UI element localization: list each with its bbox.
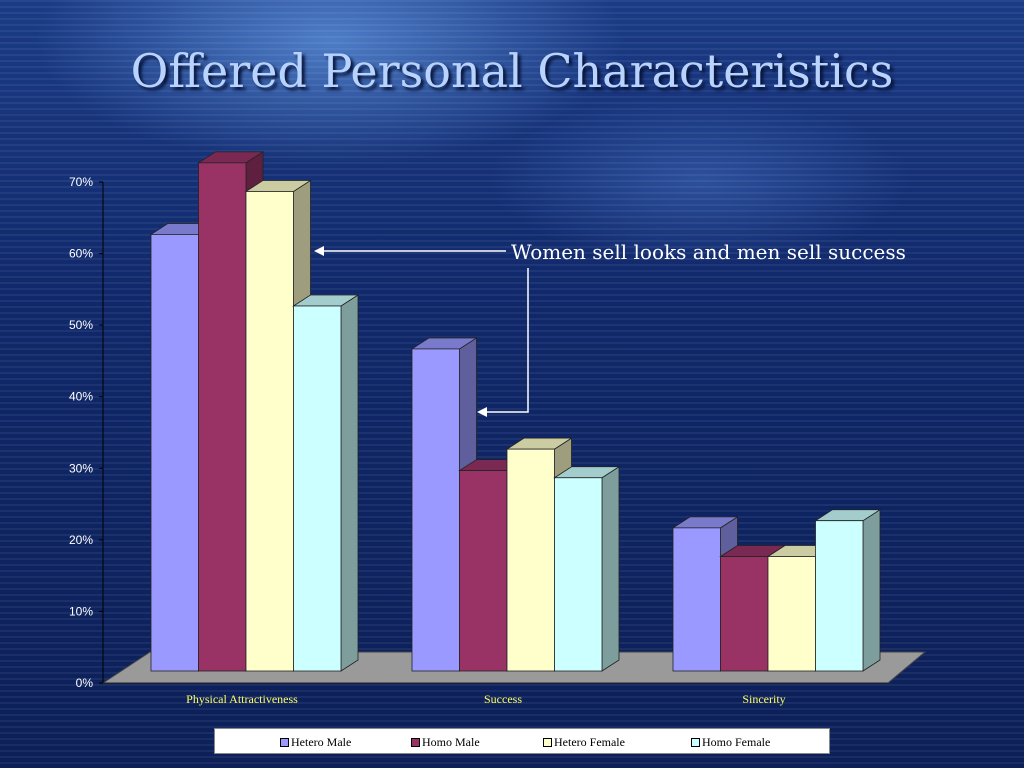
bar-front <box>411 348 460 672</box>
bars <box>149 151 882 672</box>
legend-swatch <box>280 738 289 747</box>
y-tick-label: 10% <box>69 604 93 618</box>
legend-swatch <box>543 738 552 747</box>
annotation-text: Women sell looks and men sell success <box>511 240 906 264</box>
legend-item: Hetero Male <box>280 735 351 750</box>
bar-side <box>862 508 881 672</box>
bar-side <box>601 466 620 672</box>
bar-front <box>767 556 816 672</box>
legend-item: Homo Female <box>691 735 770 750</box>
x-tick-label: Sincerity <box>742 692 785 706</box>
bar-front <box>198 162 247 672</box>
slide-title: Offered Personal Characteristics <box>130 44 894 98</box>
y-tick-label: 20% <box>69 533 93 547</box>
y-axis: 0% 10% 20% 30% 40% 50% 60% 70% <box>69 175 888 690</box>
y-tick-label: 70% <box>69 175 93 189</box>
y-tick-label: 40% <box>69 390 93 404</box>
legend: Hetero Male Homo Male Hetero Female Homo Fe… <box>214 728 830 754</box>
bar-front <box>245 191 294 672</box>
y-tick-label: 60% <box>69 247 93 261</box>
bar <box>814 508 882 672</box>
bar-front <box>815 520 864 672</box>
y-tick-label: 50% <box>69 318 93 332</box>
bar-front <box>459 470 508 672</box>
legend-label: Homo Female <box>702 735 771 749</box>
y-tick-label: 30% <box>69 461 93 475</box>
legend-item: Hetero Female <box>543 735 625 750</box>
bar-front <box>506 448 555 672</box>
legend-label: Homo Male <box>422 735 480 749</box>
annotation-arrowhead-2 <box>477 407 487 417</box>
bar-front <box>720 556 769 672</box>
bar-side <box>340 294 359 672</box>
x-axis-labels: Physical Attractiveness Success Sincerity <box>186 692 785 706</box>
legend-swatch <box>411 738 420 747</box>
bar-front <box>554 477 603 672</box>
bar-front <box>150 234 199 672</box>
bar-front <box>672 527 721 672</box>
legend-label: Hetero Female <box>554 735 625 749</box>
legend-swatch <box>691 738 700 747</box>
bar <box>553 466 621 672</box>
legend-label: Hetero Male <box>291 735 352 749</box>
x-tick-label: Success <box>484 692 522 706</box>
bar <box>292 294 360 672</box>
annotation-arrowhead-1 <box>314 246 324 256</box>
annotation: Women sell looks and men sell success <box>314 240 906 417</box>
y-tick-label: 0% <box>76 676 94 690</box>
bar-front <box>293 305 342 672</box>
x-tick-label: Physical Attractiveness <box>186 692 298 706</box>
annotation-arrow-line-2 <box>484 268 529 413</box>
legend-item: Homo Male <box>411 735 480 750</box>
